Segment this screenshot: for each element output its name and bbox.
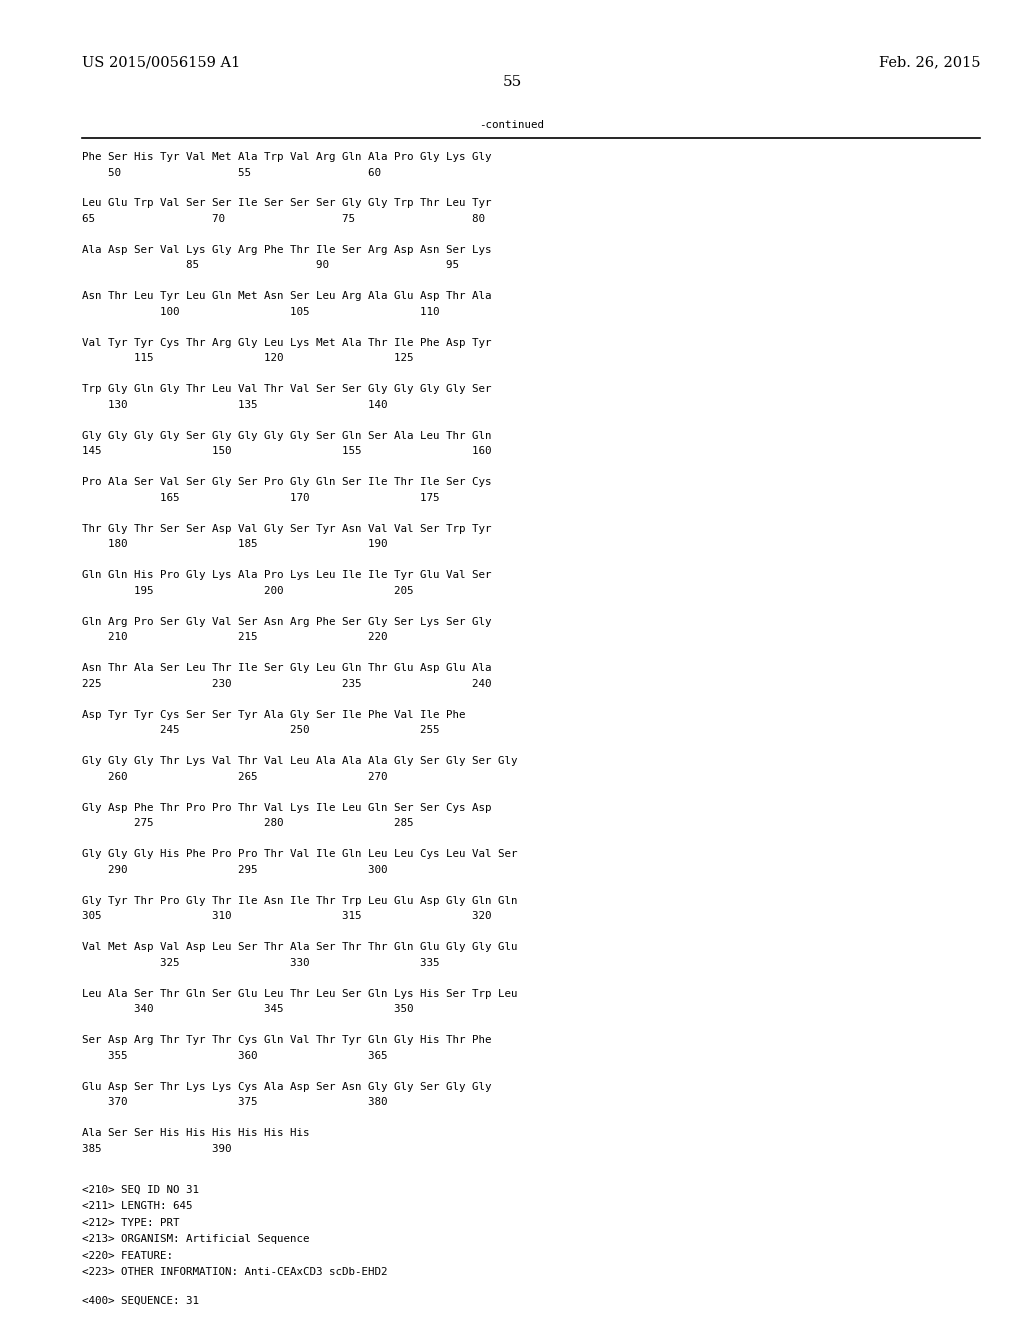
Text: 245                 250                 255: 245 250 255: [82, 726, 439, 735]
Text: Gly Tyr Thr Pro Gly Thr Ile Asn Ile Thr Trp Leu Glu Asp Gly Gln Gln: Gly Tyr Thr Pro Gly Thr Ile Asn Ile Thr …: [82, 896, 517, 906]
Text: 385                 390: 385 390: [82, 1144, 231, 1154]
Text: 290                 295                 300: 290 295 300: [82, 865, 387, 875]
Text: 115                 120                 125: 115 120 125: [82, 354, 414, 363]
Text: Glu Asp Ser Thr Lys Lys Cys Ala Asp Ser Asn Gly Gly Ser Gly Gly: Glu Asp Ser Thr Lys Lys Cys Ala Asp Ser …: [82, 1082, 492, 1092]
Text: 370                 375                 380: 370 375 380: [82, 1097, 387, 1107]
Text: -continued: -continued: [479, 120, 545, 129]
Text: 180                 185                 190: 180 185 190: [82, 540, 387, 549]
Text: <220> FEATURE:: <220> FEATURE:: [82, 1251, 173, 1261]
Text: Gly Gly Gly His Phe Pro Pro Thr Val Ile Gln Leu Leu Cys Leu Val Ser: Gly Gly Gly His Phe Pro Pro Thr Val Ile …: [82, 850, 517, 859]
Text: 225                 230                 235                 240: 225 230 235 240: [82, 678, 492, 689]
Text: Asn Thr Leu Tyr Leu Gln Met Asn Ser Leu Arg Ala Glu Asp Thr Ala: Asn Thr Leu Tyr Leu Gln Met Asn Ser Leu …: [82, 292, 492, 301]
Text: 55: 55: [503, 75, 521, 88]
Text: 340                 345                 350: 340 345 350: [82, 1005, 414, 1015]
Text: 305                 310                 315                 320: 305 310 315 320: [82, 912, 492, 921]
Text: Val Met Asp Val Asp Leu Ser Thr Ala Ser Thr Thr Gln Glu Gly Gly Glu: Val Met Asp Val Asp Leu Ser Thr Ala Ser …: [82, 942, 517, 953]
Text: 210                 215                 220: 210 215 220: [82, 632, 387, 643]
Text: 355                 360                 365: 355 360 365: [82, 1051, 387, 1061]
Text: 85                  90                  95: 85 90 95: [82, 260, 459, 271]
Text: Leu Glu Trp Val Ser Ser Ile Ser Ser Ser Gly Gly Trp Thr Leu Tyr: Leu Glu Trp Val Ser Ser Ile Ser Ser Ser …: [82, 198, 492, 209]
Text: <212> TYPE: PRT: <212> TYPE: PRT: [82, 1218, 179, 1228]
Text: 275                 280                 285: 275 280 285: [82, 818, 414, 829]
Text: <210> SEQ ID NO 31: <210> SEQ ID NO 31: [82, 1185, 199, 1195]
Text: 100                 105                 110: 100 105 110: [82, 308, 439, 317]
Text: 50                  55                  60: 50 55 60: [82, 168, 381, 177]
Text: 195                 200                 205: 195 200 205: [82, 586, 414, 597]
Text: Gln Gln His Pro Gly Lys Ala Pro Lys Leu Ile Ile Tyr Glu Val Ser: Gln Gln His Pro Gly Lys Ala Pro Lys Leu …: [82, 570, 492, 581]
Text: Thr Gly Thr Ser Ser Asp Val Gly Ser Tyr Asn Val Val Ser Trp Tyr: Thr Gly Thr Ser Ser Asp Val Gly Ser Tyr …: [82, 524, 492, 535]
Text: Asp Tyr Tyr Cys Ser Ser Tyr Ala Gly Ser Ile Phe Val Ile Phe: Asp Tyr Tyr Cys Ser Ser Tyr Ala Gly Ser …: [82, 710, 466, 719]
Text: Ala Ser Ser His His His His His His: Ala Ser Ser His His His His His His: [82, 1129, 309, 1138]
Text: Feb. 26, 2015: Feb. 26, 2015: [879, 55, 980, 69]
Text: Gly Gly Gly Thr Lys Val Thr Val Leu Ala Ala Ala Gly Ser Gly Ser Gly: Gly Gly Gly Thr Lys Val Thr Val Leu Ala …: [82, 756, 517, 767]
Text: Ser Asp Arg Thr Tyr Thr Cys Gln Val Thr Tyr Gln Gly His Thr Phe: Ser Asp Arg Thr Tyr Thr Cys Gln Val Thr …: [82, 1035, 492, 1045]
Text: <400> SEQUENCE: 31: <400> SEQUENCE: 31: [82, 1295, 199, 1305]
Text: 325                 330                 335: 325 330 335: [82, 958, 439, 968]
Text: Pro Ala Ser Val Ser Gly Ser Pro Gly Gln Ser Ile Thr Ile Ser Cys: Pro Ala Ser Val Ser Gly Ser Pro Gly Gln …: [82, 478, 492, 487]
Text: <213> ORGANISM: Artificial Sequence: <213> ORGANISM: Artificial Sequence: [82, 1234, 309, 1245]
Text: 145                 150                 155                 160: 145 150 155 160: [82, 446, 492, 457]
Text: <223> OTHER INFORMATION: Anti-CEAxCD3 scDb-EHD2: <223> OTHER INFORMATION: Anti-CEAxCD3 sc…: [82, 1267, 387, 1278]
Text: Val Tyr Tyr Cys Thr Arg Gly Leu Lys Met Ala Thr Ile Phe Asp Tyr: Val Tyr Tyr Cys Thr Arg Gly Leu Lys Met …: [82, 338, 492, 348]
Text: Leu Ala Ser Thr Gln Ser Glu Leu Thr Leu Ser Gln Lys His Ser Trp Leu: Leu Ala Ser Thr Gln Ser Glu Leu Thr Leu …: [82, 989, 517, 999]
Text: 165                 170                 175: 165 170 175: [82, 492, 439, 503]
Text: Phe Ser His Tyr Val Met Ala Trp Val Arg Gln Ala Pro Gly Lys Gly: Phe Ser His Tyr Val Met Ala Trp Val Arg …: [82, 152, 492, 162]
Text: Gln Arg Pro Ser Gly Val Ser Asn Arg Phe Ser Gly Ser Lys Ser Gly: Gln Arg Pro Ser Gly Val Ser Asn Arg Phe …: [82, 616, 492, 627]
Text: 130                 135                 140: 130 135 140: [82, 400, 387, 411]
Text: <211> LENGTH: 645: <211> LENGTH: 645: [82, 1201, 193, 1212]
Text: US 2015/0056159 A1: US 2015/0056159 A1: [82, 55, 241, 69]
Text: Gly Asp Phe Thr Pro Pro Thr Val Lys Ile Leu Gln Ser Ser Cys Asp: Gly Asp Phe Thr Pro Pro Thr Val Lys Ile …: [82, 803, 492, 813]
Text: Gly Gly Gly Gly Ser Gly Gly Gly Gly Ser Gln Ser Ala Leu Thr Gln: Gly Gly Gly Gly Ser Gly Gly Gly Gly Ser …: [82, 432, 492, 441]
Text: Trp Gly Gln Gly Thr Leu Val Thr Val Ser Ser Gly Gly Gly Gly Ser: Trp Gly Gln Gly Thr Leu Val Thr Val Ser …: [82, 384, 492, 395]
Text: 260                 265                 270: 260 265 270: [82, 772, 387, 781]
Text: Ala Asp Ser Val Lys Gly Arg Phe Thr Ile Ser Arg Asp Asn Ser Lys: Ala Asp Ser Val Lys Gly Arg Phe Thr Ile …: [82, 246, 492, 255]
Text: Asn Thr Ala Ser Leu Thr Ile Ser Gly Leu Gln Thr Glu Asp Glu Ala: Asn Thr Ala Ser Leu Thr Ile Ser Gly Leu …: [82, 664, 492, 673]
Text: 65                  70                  75                  80: 65 70 75 80: [82, 214, 485, 224]
